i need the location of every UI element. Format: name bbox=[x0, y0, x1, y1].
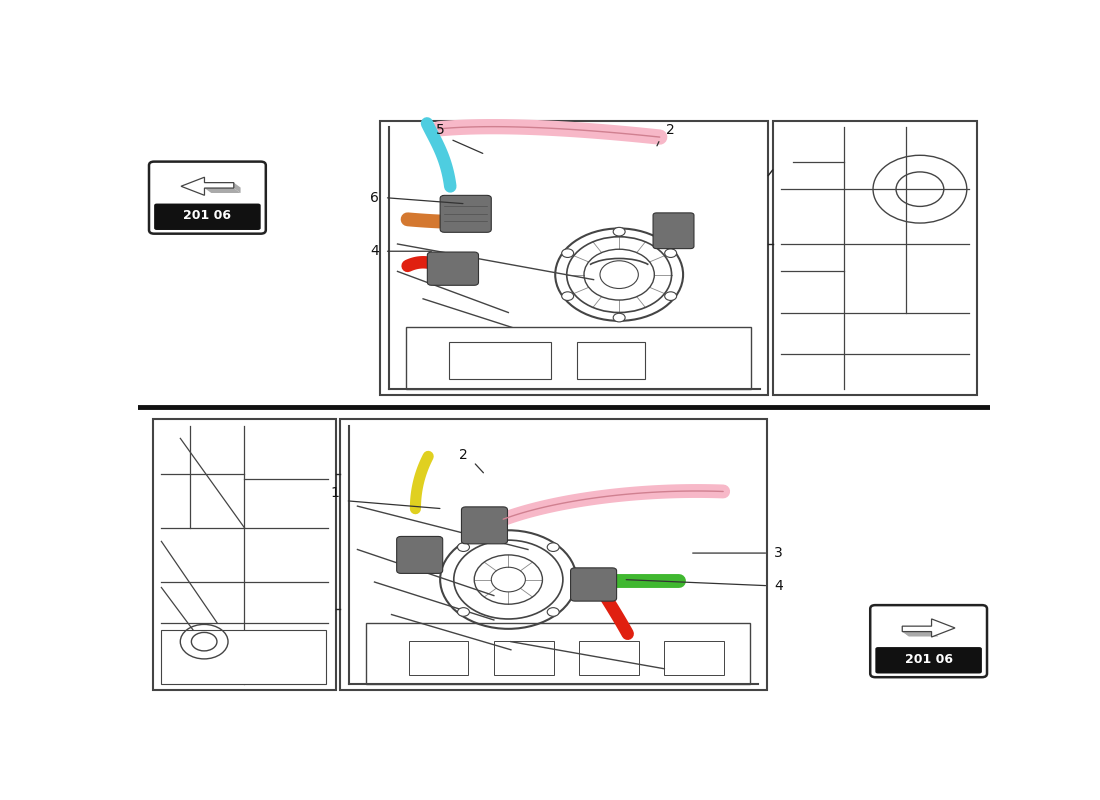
Text: 3: 3 bbox=[774, 546, 783, 560]
Text: 201 06: 201 06 bbox=[904, 653, 953, 666]
Circle shape bbox=[664, 292, 676, 301]
Bar bbox=[162, 630, 327, 684]
Polygon shape bbox=[234, 182, 241, 193]
Circle shape bbox=[547, 608, 559, 616]
Text: 2: 2 bbox=[666, 123, 674, 137]
FancyBboxPatch shape bbox=[154, 203, 261, 230]
Text: 4: 4 bbox=[370, 244, 378, 258]
FancyBboxPatch shape bbox=[653, 213, 694, 249]
Bar bbox=[406, 327, 751, 389]
Circle shape bbox=[547, 543, 559, 551]
Text: a Zparts: a Zparts bbox=[550, 509, 663, 594]
FancyBboxPatch shape bbox=[462, 507, 507, 544]
Polygon shape bbox=[182, 178, 234, 195]
Text: a Zparts: a Zparts bbox=[609, 220, 723, 305]
FancyBboxPatch shape bbox=[440, 195, 492, 232]
Circle shape bbox=[613, 314, 625, 322]
Polygon shape bbox=[902, 631, 938, 637]
Text: catalog: catalog bbox=[616, 558, 682, 608]
Text: 201 06: 201 06 bbox=[184, 210, 231, 222]
FancyBboxPatch shape bbox=[148, 162, 266, 234]
Text: 2: 2 bbox=[459, 447, 468, 462]
Bar bbox=[494, 641, 553, 675]
Text: 1: 1 bbox=[331, 486, 340, 500]
FancyBboxPatch shape bbox=[427, 252, 478, 286]
Polygon shape bbox=[902, 619, 955, 637]
Circle shape bbox=[458, 543, 470, 551]
Bar bbox=[381, 121, 768, 394]
FancyBboxPatch shape bbox=[571, 568, 617, 601]
Text: 6: 6 bbox=[370, 190, 378, 205]
Text: catalog: catalog bbox=[675, 268, 741, 318]
Bar bbox=[772, 121, 977, 394]
Circle shape bbox=[562, 292, 573, 301]
Polygon shape bbox=[205, 188, 241, 193]
FancyBboxPatch shape bbox=[870, 605, 987, 677]
Bar bbox=[576, 342, 645, 379]
FancyBboxPatch shape bbox=[397, 537, 442, 574]
Bar bbox=[366, 622, 749, 684]
Text: 5: 5 bbox=[436, 123, 444, 137]
Bar bbox=[449, 342, 551, 379]
Bar bbox=[408, 641, 469, 675]
Bar bbox=[340, 419, 767, 690]
Circle shape bbox=[664, 249, 676, 258]
Circle shape bbox=[458, 608, 470, 616]
Circle shape bbox=[613, 227, 625, 236]
Text: 4: 4 bbox=[774, 578, 783, 593]
Bar bbox=[579, 641, 639, 675]
Bar bbox=[153, 419, 337, 690]
Polygon shape bbox=[902, 626, 909, 637]
Bar bbox=[664, 641, 724, 675]
FancyBboxPatch shape bbox=[876, 647, 982, 674]
Circle shape bbox=[562, 249, 573, 258]
